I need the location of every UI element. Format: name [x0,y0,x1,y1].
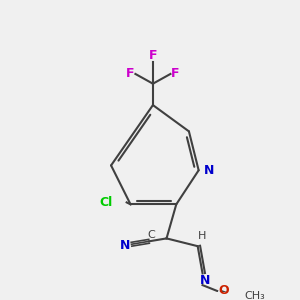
Text: C: C [147,230,155,239]
Text: N: N [200,274,211,287]
Text: F: F [149,49,157,62]
Text: H: H [197,232,206,242]
Text: F: F [171,68,179,80]
Text: F: F [126,68,135,80]
Text: N: N [203,164,214,177]
Text: O: O [219,284,229,297]
Text: CH₃: CH₃ [244,291,265,300]
Text: N: N [119,239,130,252]
Text: Cl: Cl [100,196,113,209]
